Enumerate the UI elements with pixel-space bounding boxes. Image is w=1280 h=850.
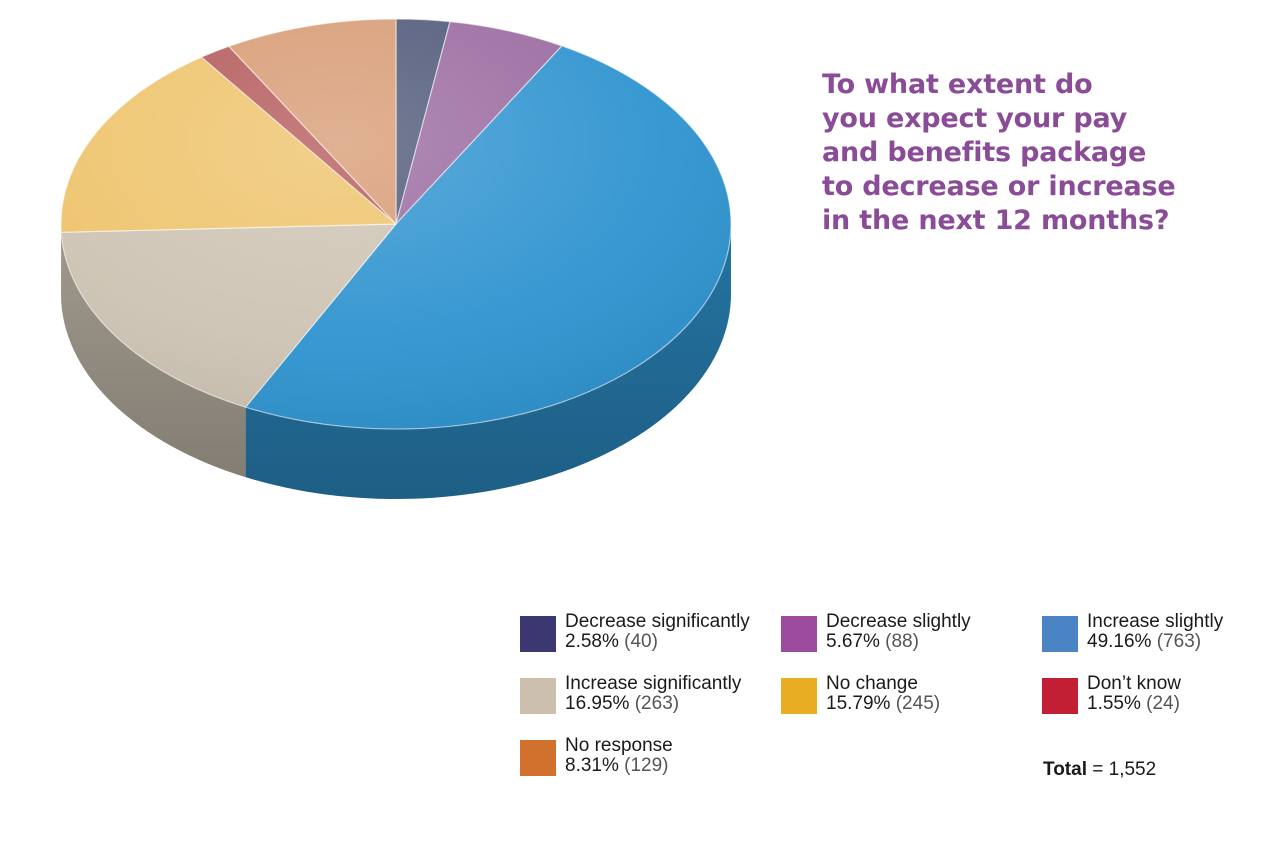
legend-swatch xyxy=(781,616,817,652)
legend-percent: 1.55% xyxy=(1087,693,1141,714)
legend-count: (24) xyxy=(1146,693,1180,714)
legend-item-decrease-slightly: Decrease slightly 5.67% (88) xyxy=(781,612,1031,658)
legend-item-decrease-significantly: Decrease significantly 2.58% (40) xyxy=(520,612,770,658)
legend-stat: 8.31% (129) xyxy=(565,756,669,776)
legend-swatch xyxy=(781,678,817,714)
legend-count: (763) xyxy=(1156,631,1202,652)
legend-swatch xyxy=(520,678,556,714)
legend-count: (263) xyxy=(634,693,680,714)
legend-stat: 5.67% (88) xyxy=(826,632,919,652)
legend-stat: 1.55% (24) xyxy=(1087,694,1180,714)
total-value: = 1,552 xyxy=(1092,759,1157,780)
legend-percent: 8.31% xyxy=(565,755,619,776)
legend-swatch xyxy=(1042,678,1078,714)
legend-label: Increase slightly xyxy=(1087,611,1224,632)
legend-swatch xyxy=(1042,616,1078,652)
legend-label: Increase significantly xyxy=(565,673,742,694)
legend-swatch xyxy=(520,616,556,652)
legend-percent: 15.79% xyxy=(826,693,891,714)
legend-swatch xyxy=(520,740,556,776)
legend-item-dont-know: Don’t know 1.55% (24) xyxy=(1042,674,1280,720)
total-label: Total xyxy=(1043,759,1087,780)
legend-count: (88) xyxy=(885,631,919,652)
legend-item-no-response: No response 8.31% (129) xyxy=(520,736,770,782)
pie-slices xyxy=(60,18,732,430)
chart-title: To what extent do you expect your pay an… xyxy=(822,69,1176,236)
legend-percent: 49.16% xyxy=(1087,631,1152,652)
legend-count: (129) xyxy=(624,755,669,776)
legend-count: (245) xyxy=(895,693,941,714)
legend-label: Decrease significantly xyxy=(565,611,750,632)
legend-stat: 2.58% (40) xyxy=(565,632,658,652)
legend-percent: 2.58% xyxy=(565,631,619,652)
legend-stat: 15.79% (245) xyxy=(826,694,940,714)
legend-percent: 5.67% xyxy=(826,631,880,652)
pie-side-shade xyxy=(245,224,731,500)
legend-item-increase-slightly: Increase slightly 49.16% (763) xyxy=(1042,612,1280,658)
total-responses: Total = 1,552 xyxy=(1043,760,1156,780)
legend-item-no-change: No change 15.79% (245) xyxy=(781,674,1031,720)
legend-label: Decrease slightly xyxy=(826,611,971,632)
legend-label: Don’t know xyxy=(1087,673,1181,694)
legend-stat: 16.95% (263) xyxy=(565,694,679,714)
legend-count: (40) xyxy=(624,631,658,652)
legend-item-increase-significantly: Increase significantly 16.95% (263) xyxy=(520,674,770,720)
legend-label: No change xyxy=(826,673,918,694)
legend-label: No response xyxy=(565,735,673,756)
legend-stat: 49.16% (763) xyxy=(1087,632,1201,652)
legend-percent: 16.95% xyxy=(565,693,630,714)
